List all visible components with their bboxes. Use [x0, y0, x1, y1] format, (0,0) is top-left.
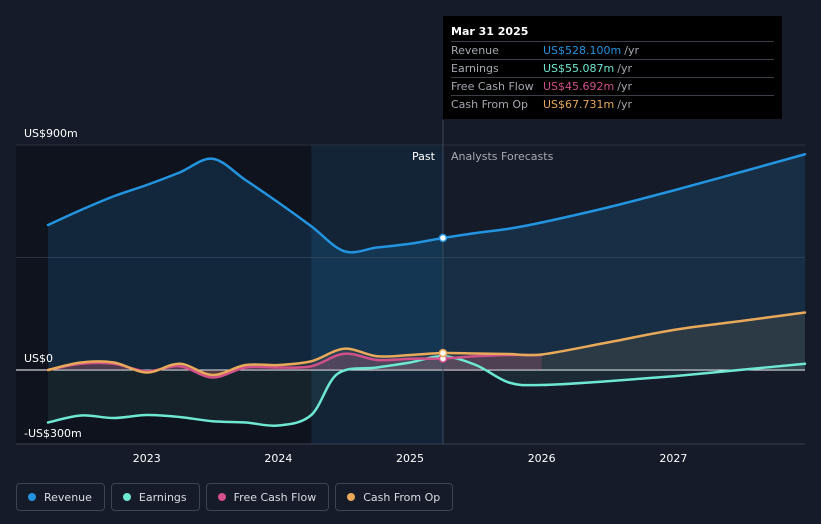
tooltip-row-free-cash-flow: Free Cash Flow US$45.692m /yr — [451, 77, 774, 95]
tooltip-unit: /yr — [617, 80, 632, 93]
tooltip: Mar 31 2025 Revenue US$528.100m /yr Earn… — [443, 16, 782, 119]
cash-from-op-area — [48, 312, 805, 376]
revenue-area — [48, 154, 805, 370]
tooltip-label: Free Cash Flow — [451, 80, 534, 93]
tooltip-row-earnings: Earnings US$55.087m /yr — [451, 59, 774, 77]
x-axis-labels: 2023 2024 2025 2026 2027 — [133, 452, 688, 465]
tooltip-value: US$55.087m — [543, 62, 615, 75]
x-tick-label: 2027 — [659, 452, 687, 465]
legend-item-free-cash-flow[interactable]: Free Cash Flow — [205, 483, 330, 511]
legend-label: Cash From Op — [363, 490, 441, 504]
tooltip-row-cash-from-op: Cash From Op US$67.731m /yr — [451, 95, 774, 113]
y-axis-labels: US$900m US$0 -US$300m — [24, 127, 82, 440]
tooltip-row-revenue: Revenue US$528.100m /yr — [451, 41, 774, 59]
tooltip-value: US$528.100m — [543, 44, 622, 57]
x-tick-label: 2024 — [264, 452, 292, 465]
cash-from-op-marker — [438, 348, 448, 358]
gridlines — [16, 144, 805, 445]
x-tick-label: 2025 — [396, 452, 424, 465]
tooltip-label: Earnings — [451, 62, 499, 75]
past-label: Past — [412, 150, 436, 163]
cash-from-op-dot-icon — [347, 493, 356, 501]
tooltip-unit: /yr — [617, 98, 632, 111]
tooltip-value: US$45.692m — [543, 80, 615, 93]
forecast-label: Analysts Forecasts — [451, 150, 554, 163]
legend-item-revenue[interactable]: Revenue — [16, 483, 105, 511]
legend-label: Earnings — [138, 490, 187, 504]
tooltip-label: Cash From Op — [451, 98, 529, 111]
x-tick-label: 2023 — [133, 452, 161, 465]
y-tick-label: US$0 — [24, 352, 53, 365]
y-tick-label: -US$300m — [24, 427, 82, 440]
legend-label: Revenue — [44, 490, 92, 504]
revenue-marker — [438, 233, 448, 243]
earnings-line — [46, 354, 807, 428]
free-cash-flow-dot-icon — [217, 493, 226, 501]
series-lines — [46, 153, 807, 428]
tooltip-date: Mar 31 2025 — [451, 25, 529, 38]
past-highlight-region — [311, 145, 443, 444]
revenue-line — [46, 153, 807, 254]
tooltip-unit: /yr — [624, 44, 639, 57]
legend-item-cash-from-op[interactable]: Cash From Op — [335, 483, 454, 511]
earnings-area — [48, 356, 805, 426]
legend-label: Free Cash Flow — [233, 490, 317, 504]
legend-item-earnings[interactable]: Earnings — [110, 483, 200, 511]
legend: Revenue Earnings Free Cash Flow Cash Fro… — [16, 483, 454, 511]
highlight-markers — [438, 233, 448, 363]
tooltip-unit: /yr — [617, 62, 632, 75]
earnings-dot-icon — [122, 493, 131, 501]
tooltip-value: US$67.731m — [543, 98, 615, 111]
y-tick-label: US$900m — [24, 127, 78, 140]
x-tick-label: 2026 — [528, 452, 556, 465]
cash-from-op-line — [46, 311, 807, 377]
revenue-dot-icon — [28, 493, 36, 501]
tooltip-label: Revenue — [451, 44, 499, 57]
